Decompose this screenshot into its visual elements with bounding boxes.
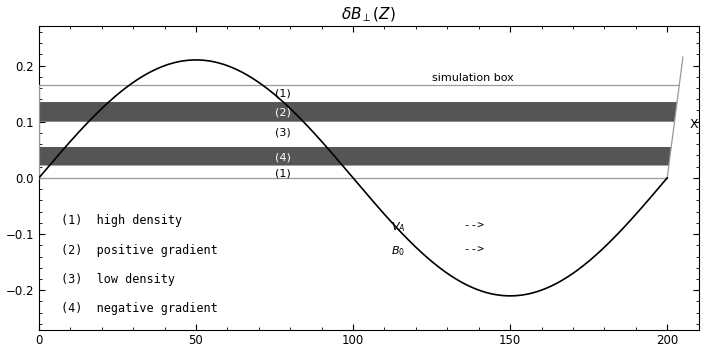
- Text: X: X: [689, 118, 698, 131]
- Text: (1): (1): [274, 89, 290, 98]
- Text: $V_A$: $V_A$: [391, 220, 405, 234]
- Text: (2): (2): [274, 107, 290, 117]
- Polygon shape: [39, 102, 677, 122]
- Polygon shape: [39, 147, 671, 166]
- Text: (4): (4): [274, 152, 290, 163]
- Text: -->: -->: [457, 220, 484, 230]
- Text: (1)  high density: (1) high density: [61, 214, 182, 227]
- Text: $B_0$: $B_0$: [391, 244, 405, 258]
- Text: simulation box: simulation box: [431, 73, 513, 83]
- Polygon shape: [39, 57, 683, 178]
- Text: (4)  negative gradient: (4) negative gradient: [61, 302, 218, 315]
- Title: $\delta B_{\perp}(Z)$: $\delta B_{\perp}(Z)$: [341, 6, 396, 24]
- Text: (3)  low density: (3) low density: [61, 273, 175, 286]
- Text: (2)  positive gradient: (2) positive gradient: [61, 244, 218, 257]
- Text: -->: -->: [457, 244, 484, 254]
- Text: (3): (3): [274, 128, 290, 138]
- Text: (1): (1): [274, 168, 290, 178]
